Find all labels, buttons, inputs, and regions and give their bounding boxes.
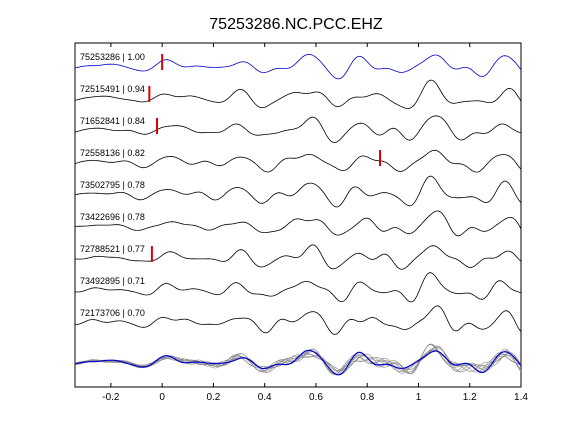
stack-layer — [74, 343, 522, 376]
x-tick-label: 1 — [416, 392, 422, 403]
trace-4: 72558136 | 0.82 — [74, 148, 522, 173]
x-tick-label: 0.4 — [258, 392, 272, 403]
x-tick-label: 1.4 — [514, 392, 528, 403]
chart-title: 75253286.NC.PCC.EHZ — [209, 16, 383, 33]
trace-label: 73502795 | 0.78 — [80, 180, 145, 190]
trace-label: 75253286 | 1.00 — [80, 52, 145, 62]
trace-line — [74, 244, 522, 270]
trace-label: 72173706 | 0.70 — [80, 308, 145, 318]
trace-9: 72173706 | 0.70 — [74, 305, 522, 335]
x-tick-label: 1.2 — [463, 392, 477, 403]
stack-member-line — [74, 345, 522, 375]
trace-label: 73422696 | 0.78 — [80, 212, 145, 222]
trace-5: 73502795 | 0.78 — [74, 175, 522, 208]
trace-8: 73492895 | 0.71 — [74, 272, 522, 303]
trace-line — [74, 272, 522, 303]
trace-7: 72788521 | 0.77 — [74, 244, 522, 270]
trace-line — [74, 115, 522, 143]
traces-layer: 75253286 | 1.00 72515491 | 0.94 71652841 |… — [74, 52, 522, 335]
stack-member-line — [74, 343, 522, 373]
x-tick-label: 0.8 — [360, 392, 374, 403]
x-tick-label: 0.2 — [206, 392, 220, 403]
stack-member-line — [74, 346, 522, 373]
x-tick-label: -0.2 — [102, 392, 120, 403]
trace-line — [74, 210, 522, 237]
trace-label: 71652841 | 0.84 — [80, 116, 145, 126]
trace-label: 73492895 | 0.71 — [80, 276, 145, 286]
trace-label: 72515491 | 0.94 — [80, 84, 145, 94]
x-tick-label: 0.6 — [309, 392, 323, 403]
x-tick-label: 0 — [159, 392, 165, 403]
trace-label: 72788521 | 0.77 — [80, 244, 145, 254]
trace-label: 72558136 | 0.82 — [80, 148, 145, 158]
trace-line — [74, 175, 522, 208]
trace-6: 73422696 | 0.78 — [74, 210, 522, 237]
trace-3: 71652841 | 0.84 — [74, 115, 522, 143]
trace-line — [74, 149, 522, 173]
plot-frame — [74, 42, 522, 388]
trace-2: 72515491 | 0.94 — [74, 79, 522, 109]
stack-member-line — [74, 343, 522, 376]
x-axis: -0.2 0 0.2 0.4 0.6 0.8 1 1.2 1.4 — [102, 43, 528, 403]
stack-reference-line — [74, 349, 522, 376]
trace-line — [74, 53, 522, 80]
trace-line — [74, 305, 522, 335]
trace-1: 75253286 | 1.00 — [74, 52, 522, 80]
